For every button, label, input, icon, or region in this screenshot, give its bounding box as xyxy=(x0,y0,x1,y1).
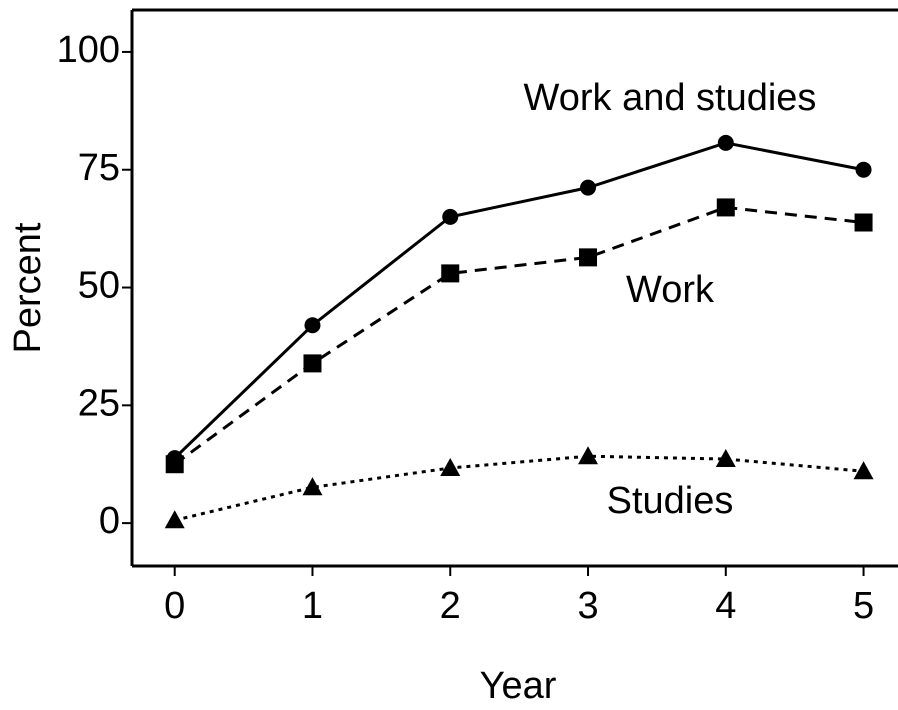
x-tick-label: 2 xyxy=(440,585,461,627)
marker xyxy=(855,161,872,178)
marker xyxy=(304,317,321,334)
marker xyxy=(442,208,459,225)
marker xyxy=(441,264,460,283)
marker xyxy=(578,446,599,465)
marker xyxy=(854,213,873,232)
marker xyxy=(165,455,184,474)
series-label: Studies xyxy=(607,480,734,522)
marker xyxy=(580,179,597,196)
series-label: Work xyxy=(626,269,715,311)
marker xyxy=(440,457,461,476)
x-tick-label: 4 xyxy=(715,585,736,627)
x-axis-label: Year xyxy=(480,665,557,707)
y-axis-label: Percent xyxy=(7,222,49,353)
marker xyxy=(717,134,734,151)
marker xyxy=(716,198,735,217)
x-tick-label: 3 xyxy=(577,585,598,627)
marker xyxy=(715,449,736,468)
x-tick-label: 5 xyxy=(853,585,874,627)
series-line xyxy=(174,454,864,522)
marker xyxy=(579,248,598,267)
y-tick-label: 25 xyxy=(78,382,120,424)
marker xyxy=(853,461,874,480)
series-line xyxy=(173,141,864,460)
y-tick-label: 100 xyxy=(57,29,120,71)
series-label: Work and studies xyxy=(524,77,817,119)
y-tick-label: 75 xyxy=(78,147,120,189)
x-tick-label: 0 xyxy=(164,585,185,627)
series-line xyxy=(173,205,864,466)
marker xyxy=(303,354,322,373)
y-tick-label: 0 xyxy=(99,500,120,542)
marker xyxy=(164,510,185,529)
y-tick-label: 50 xyxy=(78,265,120,307)
x-tick-label: 1 xyxy=(302,585,323,627)
marker xyxy=(302,477,323,496)
